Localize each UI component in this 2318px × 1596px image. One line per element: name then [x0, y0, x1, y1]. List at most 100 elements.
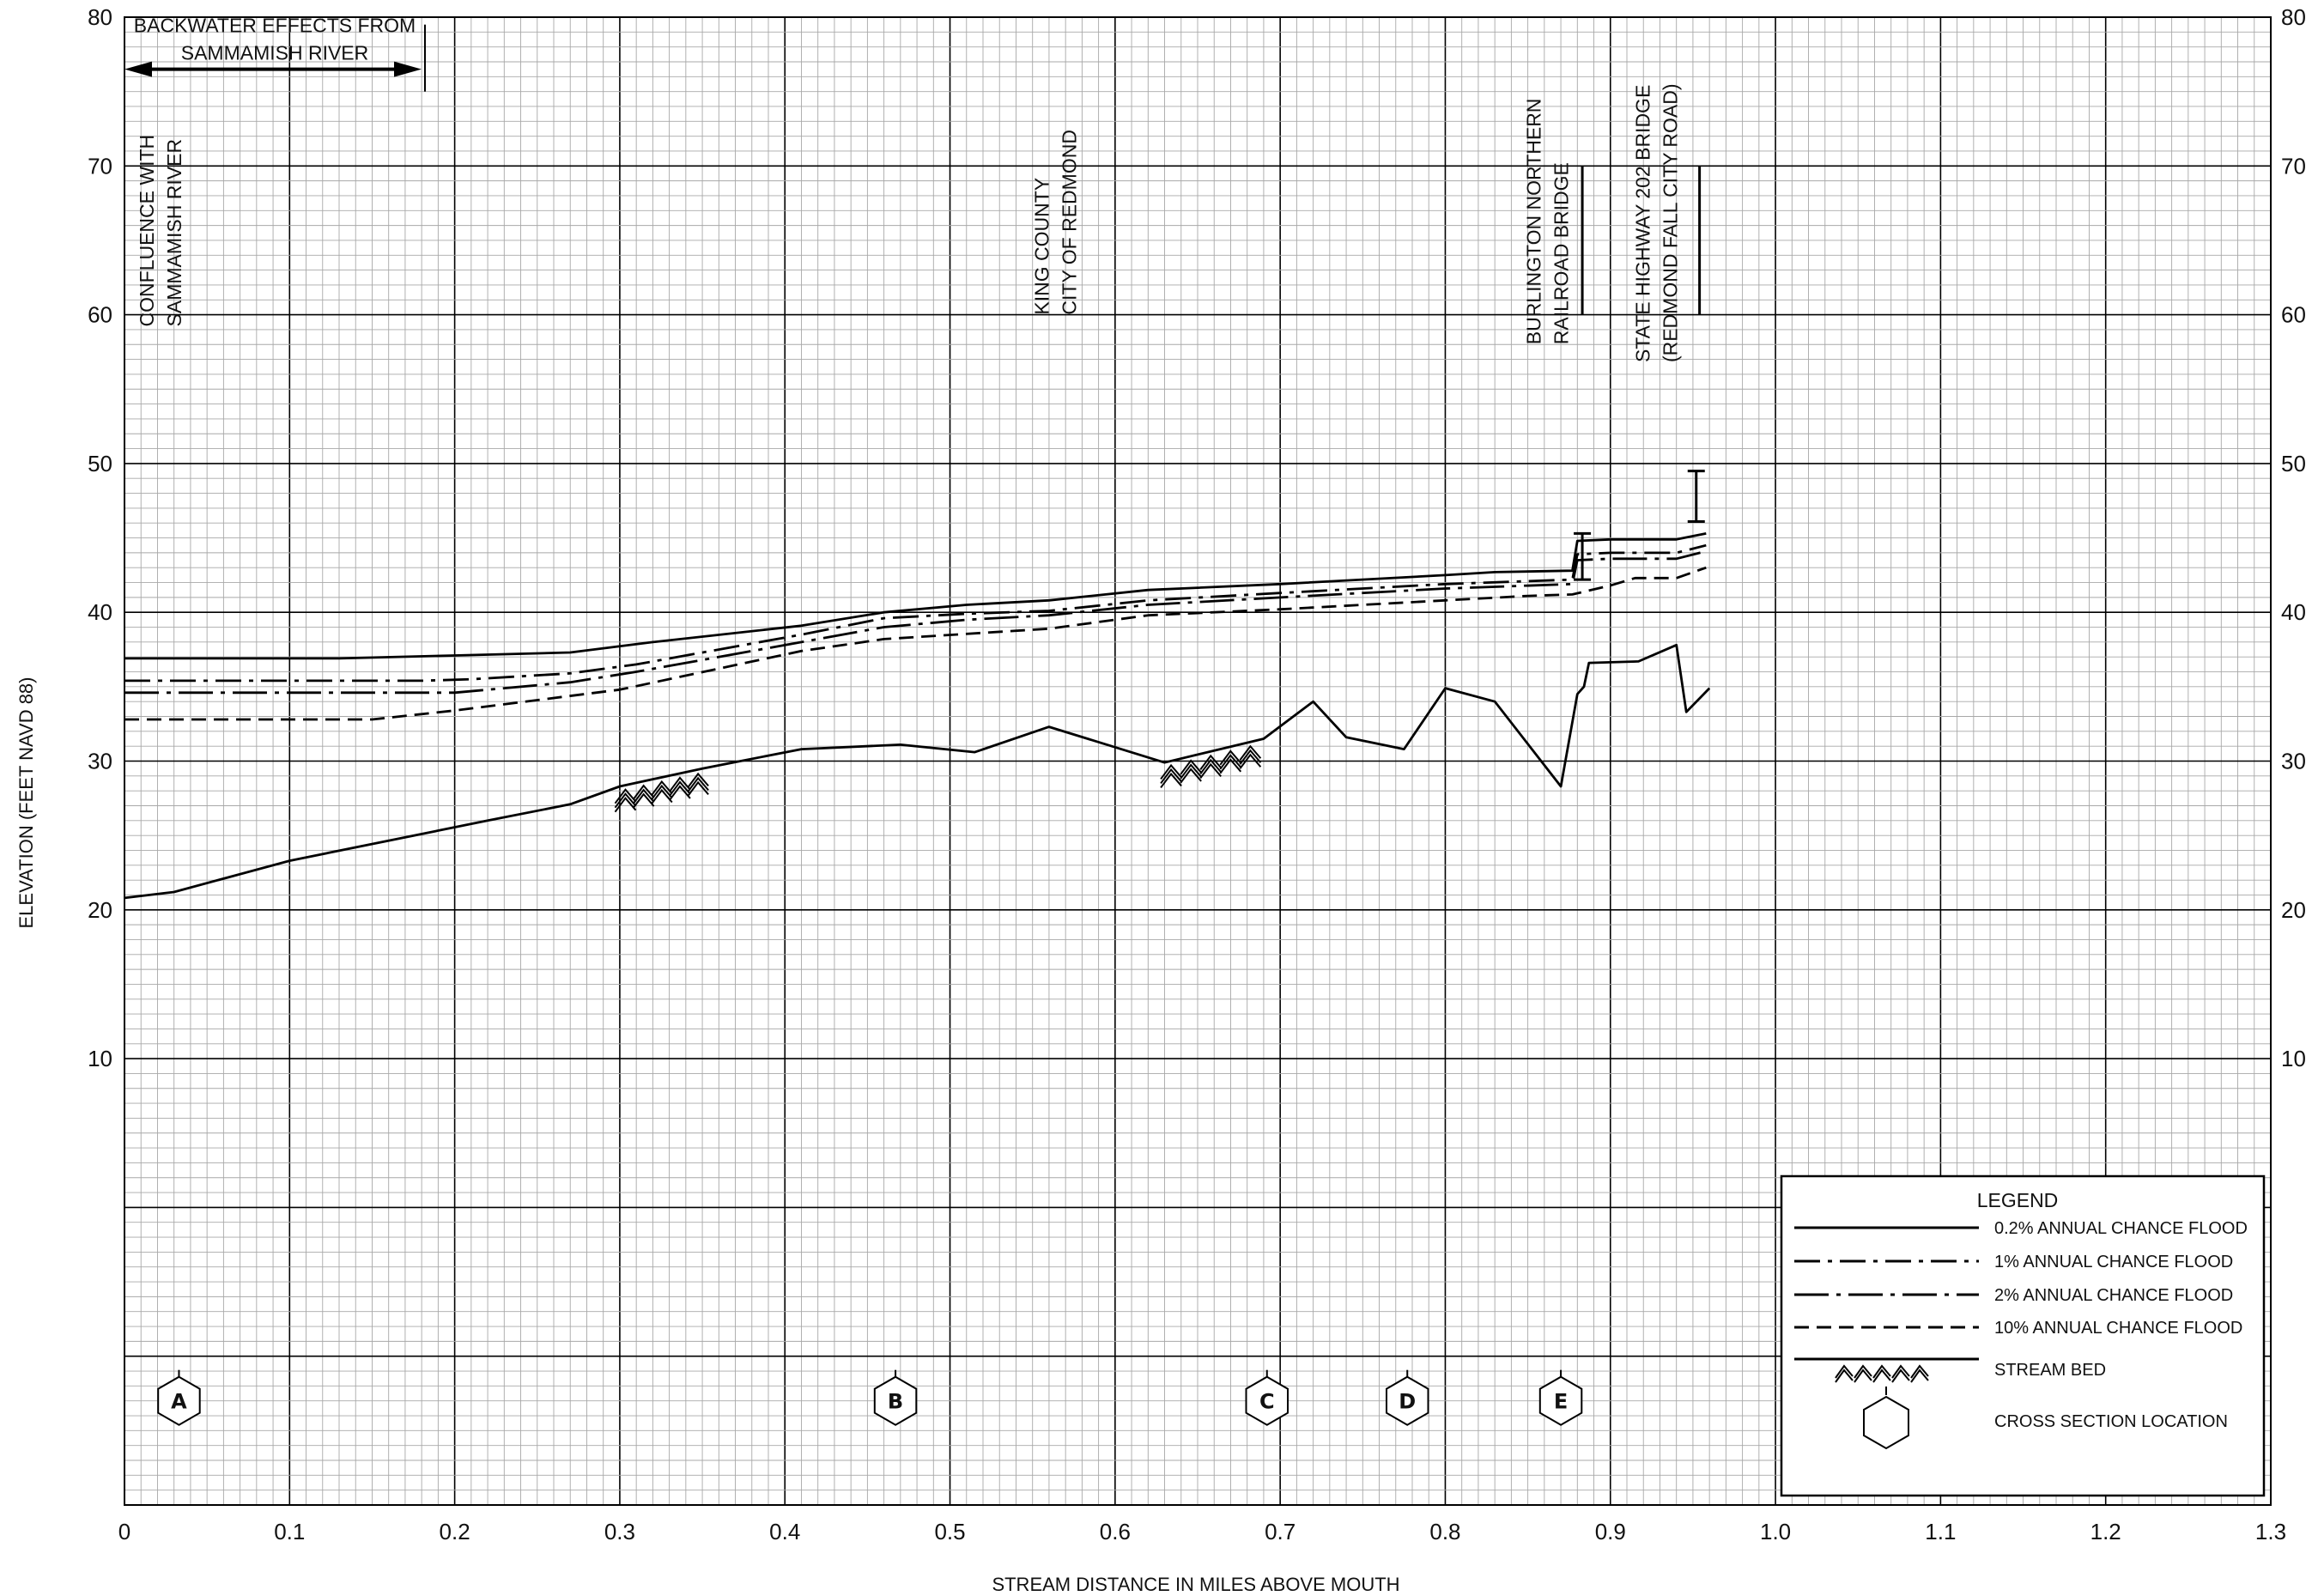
x-tick-label: 1.0 [1760, 1519, 1791, 1544]
x-tick-label: 0.3 [604, 1519, 635, 1544]
stream-bed-hatch [1219, 754, 1242, 770]
stream-bed-hatch [1180, 759, 1202, 775]
stream-bed-hatch [1180, 768, 1202, 784]
cross-section-hexagon [1386, 1375, 1429, 1426]
y-tick-label-right: 20 [2281, 897, 2306, 923]
legend-symbol-hatch [1835, 1368, 1854, 1383]
legend-box [1780, 1174, 2266, 1497]
y-tick-label-right: 50 [2281, 451, 2306, 476]
stream-bed-hatch [651, 784, 673, 801]
x-tick-label: 0.5 [934, 1519, 965, 1544]
highway-bridge-label: (REDMOND FALL CITY ROAD) [1659, 83, 1681, 362]
y-tick-label-left: 50 [88, 451, 112, 476]
backwater-arrowhead-left [124, 61, 152, 77]
stream-bed-hatch [632, 788, 655, 804]
stream-bed-hatch [1199, 758, 1222, 774]
stream-bed-hatch [687, 776, 709, 792]
chart-legend: LEGEND 0.2% ANNUAL CHANCE FLOOD 1% ANNUAL … [1780, 1174, 2266, 1497]
chart-annotations: CONFLUENCE WITH SAMMAMISH RIVER KING COUNT… [124, 14, 1705, 581]
stream-bed-hatch [1199, 762, 1222, 779]
legend-item-label: 0.2% ANNUAL CHANCE FLOOD [1994, 1219, 2248, 1238]
plot-frame [124, 16, 2272, 1506]
y-tick-label-right: 60 [2281, 302, 2306, 328]
cross-section-hexagon [157, 1375, 201, 1426]
stream-bed-hatch [614, 797, 637, 813]
highway-bridge-label: STATE HIGHWAY 202 BRIDGE [1631, 85, 1654, 362]
legend-symbol-hatch [1910, 1364, 1929, 1379]
series-line [124, 643, 1711, 900]
series-line [124, 549, 1707, 695]
series-line [124, 566, 1707, 721]
y-tick-label-left: 30 [88, 749, 112, 774]
stream-bed-hatch [1239, 753, 1262, 769]
stream-bed-hatch [687, 780, 709, 797]
y-tick-label-left: 20 [88, 897, 112, 923]
stream-bed-hatch [687, 772, 709, 788]
x-tick-label: 0.4 [769, 1519, 800, 1544]
stream-bed-hatch [632, 792, 655, 809]
legend-symbol-hatch [1835, 1364, 1854, 1379]
y-tick-label-left: 60 [88, 302, 112, 328]
stream-bed-hatch [669, 776, 691, 792]
cross-section-hexagon [1538, 1375, 1583, 1426]
railroad-bridge-label: RAILROAD BRIDGE [1550, 162, 1572, 344]
legend-symbol-hatch [1910, 1368, 1929, 1383]
x-tick-label: 0 [118, 1519, 130, 1544]
stream-bed-hatch [1239, 744, 1262, 761]
legend-symbol-hatch [1891, 1364, 1910, 1379]
x-tick-label: 0.2 [440, 1519, 470, 1544]
y-tick-label-left: 70 [88, 153, 112, 179]
cross-section-letter: D [1399, 1390, 1416, 1414]
y-axis-title: ELEVATION (FEET NAVD 88) [15, 677, 37, 929]
stream-bed-hatch [1239, 749, 1262, 765]
x-tick-label: 0.9 [1595, 1519, 1626, 1544]
series-line [124, 543, 1707, 683]
legend-item-label: CROSS SECTION LOCATION [1994, 1412, 2228, 1431]
stream-bed-hatch [1160, 772, 1182, 789]
chart-series [124, 532, 1711, 900]
y-tick-label-left: 10 [88, 1046, 112, 1071]
legend-symbol-hexagon [1863, 1395, 1909, 1450]
confluence-label: SAMMAMISH RIVER [163, 139, 185, 327]
legend-symbol-hatch [1891, 1368, 1910, 1383]
x-tick-label: 0.6 [1100, 1519, 1131, 1544]
cross-section-letter: B [888, 1390, 903, 1414]
stream-bed-hatch [669, 780, 691, 797]
x-tick-label: 0.8 [1429, 1519, 1460, 1544]
y-tick-label-left: 40 [88, 599, 112, 625]
cross-section-letter: E [1554, 1390, 1568, 1414]
axis-ticks: 0 0.1 0.2 0.3 0.4 0.5 0.6 0.7 0.8 0.9 1.0 1.1 1.2 1.3… [88, 4, 2306, 1544]
x-tick-label: 0.1 [274, 1519, 305, 1544]
stream-bed-hatch [614, 788, 637, 804]
x-tick-label: 1.2 [2090, 1519, 2121, 1544]
cross-section-letter: C [1259, 1390, 1275, 1414]
cross-section-hexagon [873, 1375, 918, 1426]
confluence-label: CONFLUENCE WITH [136, 135, 158, 327]
stream-bed-hatch [669, 785, 691, 801]
legend-symbol-hatch [1872, 1368, 1891, 1383]
y-tick-label-right: 40 [2281, 599, 2306, 625]
x-tick-label: 1.1 [1925, 1519, 1956, 1544]
cross-section-letter: A [171, 1390, 187, 1414]
stream-bed-hatch [1160, 763, 1182, 780]
x-tick-label: 1.3 [2255, 1519, 2286, 1544]
stream-bed-hatch [1160, 768, 1182, 785]
stream-bed-hatch [614, 792, 637, 809]
legend-item-label: 10% ANNUAL CHANCE FLOOD [1994, 1319, 2242, 1338]
legend-item-label: 1% ANNUAL CHANCE FLOOD [1994, 1253, 2233, 1271]
legend-symbol-hatch [1854, 1368, 1872, 1383]
stream-bed-hatch [651, 788, 673, 805]
legend-item-label: STREAM BED [1994, 1361, 2106, 1380]
legend-symbol-hatch [1872, 1364, 1891, 1379]
jurisdiction-boundary-label: CITY OF REDMOND [1058, 130, 1080, 315]
stream-bed-hatch [1199, 754, 1222, 770]
stream-bed-hatch [1219, 749, 1242, 766]
legend-item-label: 2% ANNUAL CHANCE FLOOD [1994, 1286, 2233, 1305]
legend-title: LEGEND [1977, 1189, 2059, 1211]
stream-bed-hatch [1219, 758, 1242, 774]
railroad-bridge-label: BURLINGTON NORTHERN [1522, 99, 1544, 345]
y-tick-label-right: 30 [2281, 749, 2306, 774]
stream-bed-hatch [1180, 763, 1202, 780]
y-tick-label-right: 10 [2281, 1046, 2306, 1071]
